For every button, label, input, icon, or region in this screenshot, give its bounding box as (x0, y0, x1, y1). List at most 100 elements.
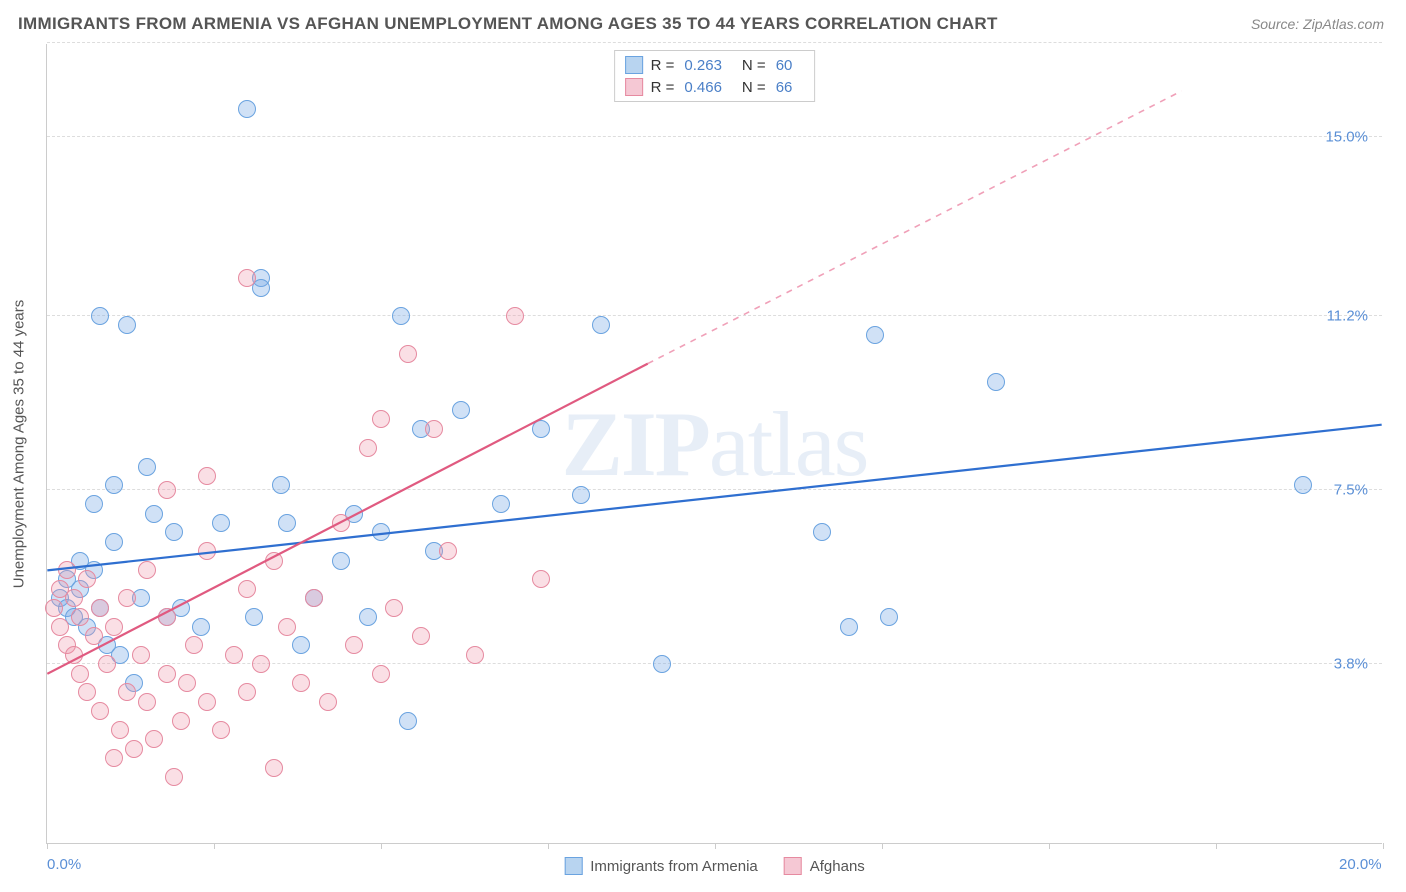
data-point-afghans (399, 345, 417, 363)
plot-area: ZIPatlas R =0.263 N =60 R =0.466 N =66 U… (46, 44, 1382, 844)
data-point-afghans (265, 552, 283, 570)
data-point-armenia (987, 373, 1005, 391)
x-tick (548, 843, 549, 849)
y-axis-label: Unemployment Among Ages 35 to 44 years (11, 299, 28, 588)
legend-series: Immigrants from Armenia Afghans (564, 857, 865, 875)
data-point-armenia (165, 523, 183, 541)
data-point-armenia (452, 401, 470, 419)
data-point-armenia (105, 533, 123, 551)
data-point-afghans (51, 618, 69, 636)
data-point-afghans (319, 693, 337, 711)
data-point-afghans (278, 618, 296, 636)
data-point-afghans (238, 269, 256, 287)
data-point-armenia (332, 552, 350, 570)
data-point-afghans (238, 683, 256, 701)
y-tick-label: 11.2% (1327, 307, 1368, 324)
data-point-armenia (399, 712, 417, 730)
data-point-afghans (105, 618, 123, 636)
data-point-afghans (65, 646, 83, 664)
data-point-afghans (212, 721, 230, 739)
x-tick (381, 843, 382, 849)
data-point-afghans (158, 608, 176, 626)
data-point-armenia (292, 636, 310, 654)
data-point-armenia (138, 458, 156, 476)
data-point-armenia (272, 476, 290, 494)
data-point-afghans (178, 674, 196, 692)
data-point-afghans (45, 599, 63, 617)
data-point-afghans (506, 307, 524, 325)
x-tick (47, 843, 48, 849)
data-point-afghans (78, 683, 96, 701)
data-point-afghans (198, 467, 216, 485)
data-point-afghans (91, 599, 109, 617)
data-point-armenia (866, 326, 884, 344)
x-tick (715, 843, 716, 849)
data-point-armenia (238, 100, 256, 118)
data-point-afghans (138, 561, 156, 579)
data-point-armenia (572, 486, 590, 504)
data-point-afghans (78, 570, 96, 588)
watermark: ZIPatlas (562, 391, 868, 497)
legend-row-afghans: R =0.466 N =66 (625, 76, 805, 98)
x-tick (1383, 843, 1384, 849)
data-point-afghans (466, 646, 484, 664)
data-point-armenia (85, 495, 103, 513)
data-point-afghans (98, 655, 116, 673)
data-point-armenia (192, 618, 210, 636)
data-point-afghans (198, 542, 216, 560)
data-point-armenia (145, 505, 163, 523)
data-point-afghans (345, 636, 363, 654)
data-point-afghans (265, 759, 283, 777)
legend-item-armenia: Immigrants from Armenia (564, 857, 758, 875)
legend-row-armenia: R =0.263 N =60 (625, 54, 805, 76)
data-point-armenia (91, 307, 109, 325)
x-tick-label: 0.0% (47, 856, 81, 873)
data-point-afghans (372, 665, 390, 683)
y-tick-label: 3.8% (1334, 656, 1368, 673)
data-point-afghans (145, 730, 163, 748)
source-label: Source: ZipAtlas.com (1251, 16, 1384, 32)
data-point-afghans (425, 420, 443, 438)
data-point-armenia (118, 316, 136, 334)
data-point-armenia (840, 618, 858, 636)
data-point-afghans (439, 542, 457, 560)
data-point-armenia (372, 523, 390, 541)
swatch-icon (564, 857, 582, 875)
data-point-afghans (292, 674, 310, 692)
data-point-afghans (118, 683, 136, 701)
data-point-afghans (532, 570, 550, 588)
data-point-armenia (813, 523, 831, 541)
data-point-afghans (118, 589, 136, 607)
data-point-afghans (105, 749, 123, 767)
data-point-afghans (132, 646, 150, 664)
data-point-afghans (359, 439, 377, 457)
data-point-armenia (532, 420, 550, 438)
data-point-armenia (592, 316, 610, 334)
data-point-armenia (492, 495, 510, 513)
x-tick (882, 843, 883, 849)
data-point-afghans (158, 481, 176, 499)
data-point-afghans (238, 580, 256, 598)
data-point-armenia (278, 514, 296, 532)
data-point-afghans (125, 740, 143, 758)
data-point-afghans (71, 665, 89, 683)
data-point-afghans (165, 768, 183, 786)
swatch-icon (784, 857, 802, 875)
data-point-afghans (412, 627, 430, 645)
swatch-afghans (625, 78, 643, 96)
data-point-afghans (85, 627, 103, 645)
gridline (47, 315, 1382, 316)
data-point-armenia (653, 655, 671, 673)
gridline (47, 663, 1382, 664)
legend-item-afghans: Afghans (784, 857, 865, 875)
data-point-afghans (372, 410, 390, 428)
swatch-armenia (625, 56, 643, 74)
data-point-afghans (65, 589, 83, 607)
data-point-afghans (138, 693, 156, 711)
data-point-afghans (111, 721, 129, 739)
data-point-armenia (212, 514, 230, 532)
data-point-afghans (58, 561, 76, 579)
y-tick-label: 7.5% (1334, 482, 1368, 499)
data-point-afghans (225, 646, 243, 664)
data-point-afghans (305, 589, 323, 607)
